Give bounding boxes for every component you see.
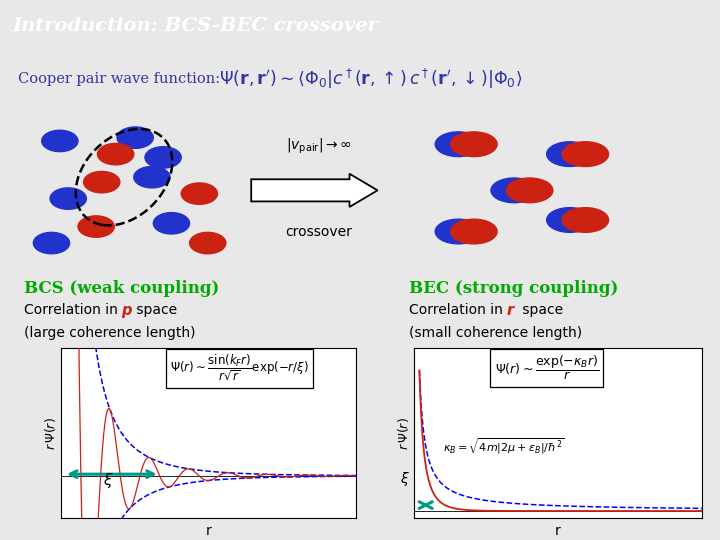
Circle shape <box>84 171 120 193</box>
Text: (small coherence length): (small coherence length) <box>409 326 582 340</box>
Text: $\xi$: $\xi$ <box>400 470 410 488</box>
Circle shape <box>562 142 608 166</box>
Circle shape <box>506 178 553 202</box>
Y-axis label: $r\,\Psi(r)$: $r\,\Psi(r)$ <box>43 417 58 450</box>
Circle shape <box>546 208 593 232</box>
Circle shape <box>189 232 226 254</box>
Y-axis label: $r\,\Psi(r)$: $r\,\Psi(r)$ <box>396 417 411 450</box>
Text: Correlation in: Correlation in <box>24 303 122 318</box>
Circle shape <box>117 127 153 148</box>
Text: p: p <box>121 303 132 319</box>
Circle shape <box>546 142 593 166</box>
Text: $|v_{\mathrm{pair}}| \rightarrow \infty$: $|v_{\mathrm{pair}}| \rightarrow \infty$ <box>286 137 351 156</box>
Circle shape <box>33 232 70 254</box>
Circle shape <box>134 166 170 188</box>
Circle shape <box>435 132 482 157</box>
X-axis label: r: r <box>206 524 212 538</box>
Text: BEC (strong coupling): BEC (strong coupling) <box>409 280 618 298</box>
Circle shape <box>562 208 608 232</box>
Circle shape <box>491 178 537 202</box>
Text: r: r <box>506 303 513 319</box>
Text: Cooper pair wave function:: Cooper pair wave function: <box>18 72 220 86</box>
Text: (large coherence length): (large coherence length) <box>24 326 195 340</box>
Text: BCS (weak coupling): BCS (weak coupling) <box>24 280 219 298</box>
Circle shape <box>451 219 497 244</box>
Circle shape <box>78 216 114 237</box>
FancyArrow shape <box>251 174 377 207</box>
Text: space: space <box>518 303 562 318</box>
Circle shape <box>42 130 78 152</box>
Circle shape <box>451 132 497 157</box>
Text: $\Psi(r) \sim \dfrac{\sin(k_F r)}{r\sqrt{r}}\exp(-r/\xi)$: $\Psi(r) \sim \dfrac{\sin(k_F r)}{r\sqrt… <box>171 353 310 383</box>
Circle shape <box>145 147 181 168</box>
Circle shape <box>97 144 134 165</box>
Text: $\kappa_B = \sqrt{4m|2\mu+\epsilon_B|/\hbar^2}$: $\kappa_B = \sqrt{4m|2\mu+\epsilon_B|/\h… <box>443 437 564 456</box>
Text: $\Psi(\mathbf{r},\mathbf{r}') \sim \langle\Phi_0|c^\dagger(\mathbf{r},\uparrow)\: $\Psi(\mathbf{r},\mathbf{r}') \sim \lang… <box>219 66 522 91</box>
Circle shape <box>181 183 217 204</box>
Text: crossover: crossover <box>285 225 352 239</box>
Circle shape <box>50 188 86 210</box>
Text: space: space <box>132 303 177 318</box>
Circle shape <box>153 213 189 234</box>
Text: Introduction: BCS-BEC crossover: Introduction: BCS-BEC crossover <box>13 17 379 35</box>
Text: $\xi$: $\xi$ <box>102 471 113 490</box>
Text: $\Psi(r) \sim \dfrac{\exp(-\kappa_B r)}{r}$: $\Psi(r) \sim \dfrac{\exp(-\kappa_B r)}{… <box>495 353 599 382</box>
X-axis label: r: r <box>555 524 561 538</box>
Circle shape <box>435 219 482 244</box>
Text: Correlation in: Correlation in <box>409 303 507 318</box>
